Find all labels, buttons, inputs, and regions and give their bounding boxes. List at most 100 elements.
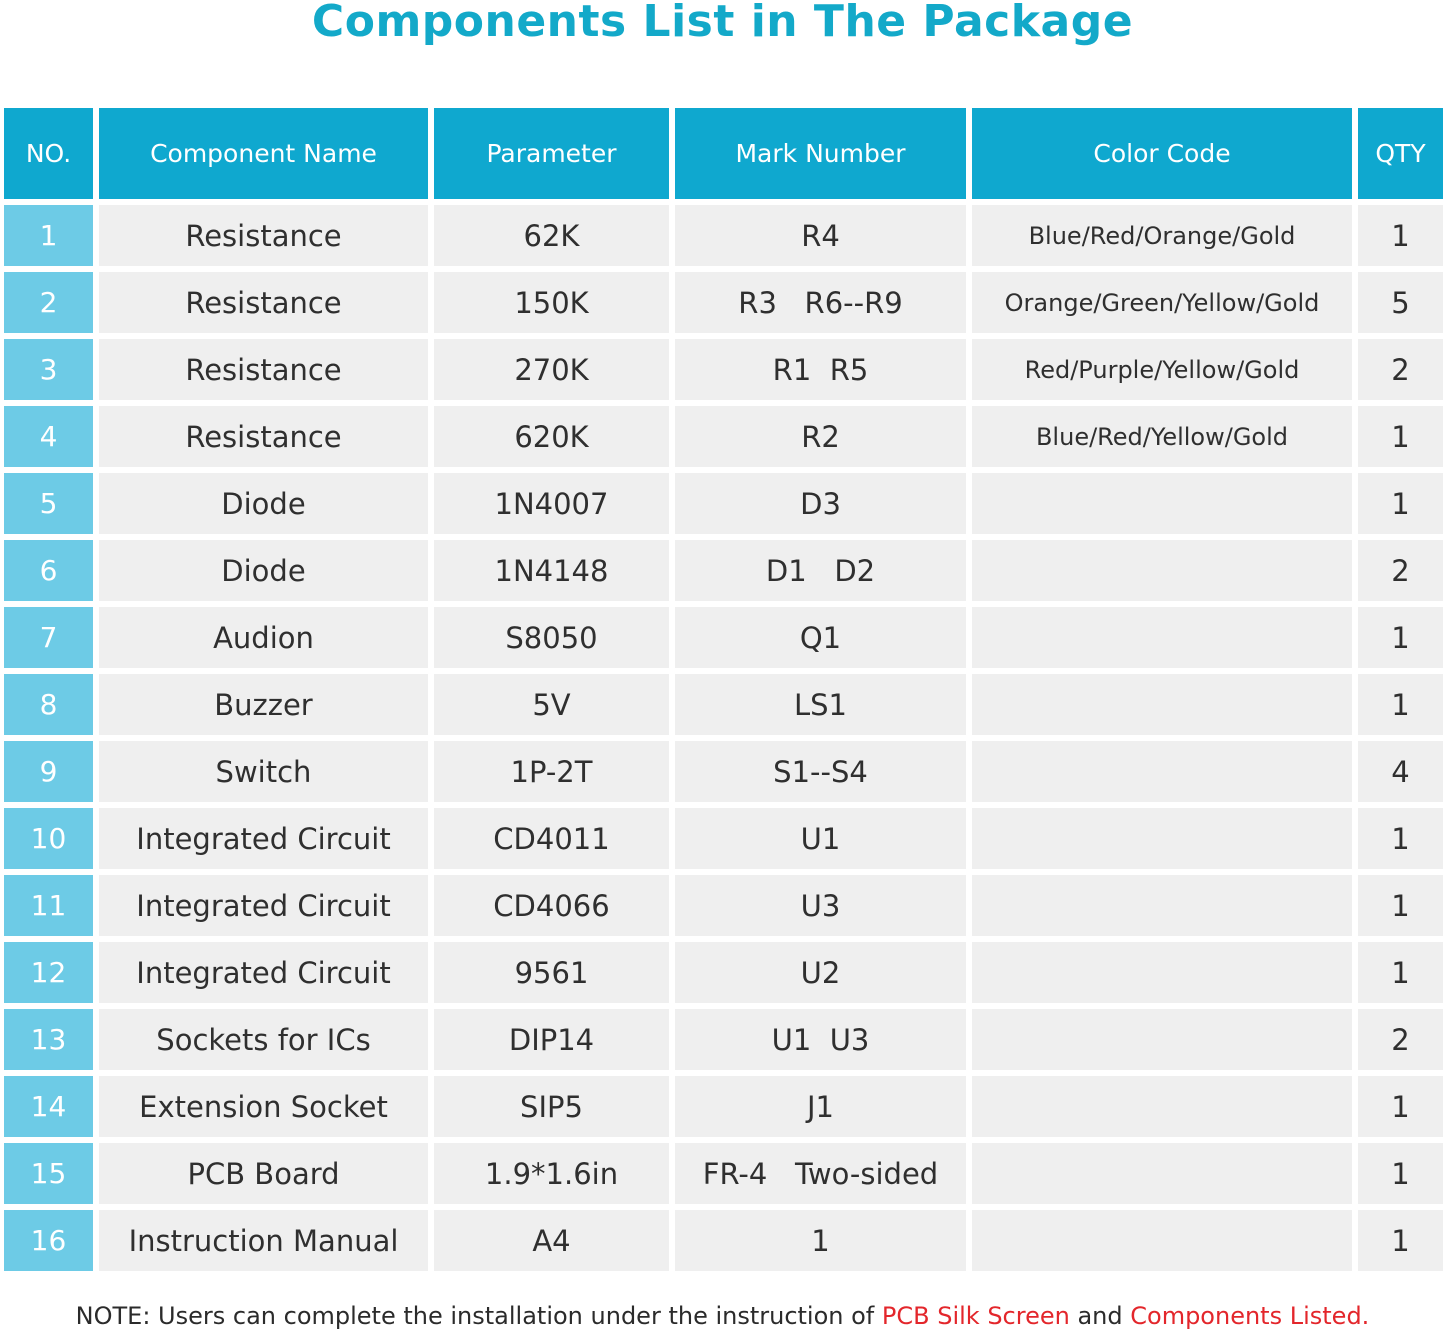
cell-color-code xyxy=(972,1210,1352,1271)
cell-qty: 1 xyxy=(1358,406,1443,467)
header-qty: QTY xyxy=(1358,108,1443,199)
cell-component-name: Integrated Circuit xyxy=(99,808,428,869)
cell-qty: 2 xyxy=(1358,540,1443,601)
cell-parameter: 150K xyxy=(434,272,669,333)
note-middle: and xyxy=(1069,1302,1131,1330)
cell-no: 6 xyxy=(4,540,93,601)
cell-mark-number: U3 xyxy=(675,875,966,936)
cell-color-code xyxy=(972,942,1352,1003)
cell-no: 3 xyxy=(4,339,93,400)
cell-no: 16 xyxy=(4,1210,93,1271)
note-highlight-components-listed: Components Listed. xyxy=(1130,1302,1370,1330)
cell-parameter: 1.9*1.6in xyxy=(434,1143,669,1204)
cell-no: 15 xyxy=(4,1143,93,1204)
cell-no: 11 xyxy=(4,875,93,936)
cell-color-code xyxy=(972,607,1352,668)
cell-component-name: Resistance xyxy=(99,406,428,467)
cell-qty: 1 xyxy=(1358,205,1443,266)
cell-no: 9 xyxy=(4,741,93,802)
cell-color-code xyxy=(972,1143,1352,1204)
cell-color-code xyxy=(972,540,1352,601)
cell-component-name: Diode xyxy=(99,473,428,534)
cell-qty: 1 xyxy=(1358,674,1443,735)
cell-component-name: Sockets for ICs xyxy=(99,1009,428,1070)
cell-no: 7 xyxy=(4,607,93,668)
cell-qty: 2 xyxy=(1358,339,1443,400)
cell-color-code: Blue/Red/Yellow/Gold xyxy=(972,406,1352,467)
cell-mark-number: U2 xyxy=(675,942,966,1003)
cell-color-code xyxy=(972,473,1352,534)
cell-no: 8 xyxy=(4,674,93,735)
components-table: NO. Component Name Parameter Mark Number Col… xyxy=(4,108,1443,1271)
cell-color-code xyxy=(972,674,1352,735)
cell-mark-number: J1 xyxy=(675,1076,966,1137)
cell-parameter: 1N4148 xyxy=(434,540,669,601)
cell-color-code: Orange/Green/Yellow/Gold xyxy=(972,272,1352,333)
cell-no: 12 xyxy=(4,942,93,1003)
note-highlight-silk-screen: PCB Silk Screen xyxy=(881,1302,1070,1330)
cell-parameter: A4 xyxy=(434,1210,669,1271)
cell-component-name: Resistance xyxy=(99,205,428,266)
cell-mark-number: R2 xyxy=(675,406,966,467)
cell-color-code xyxy=(972,1076,1352,1137)
footer-note: NOTE: Users can complete the installatio… xyxy=(0,1298,1445,1334)
cell-component-name: Switch xyxy=(99,741,428,802)
cell-qty: 4 xyxy=(1358,741,1443,802)
cell-qty: 1 xyxy=(1358,808,1443,869)
cell-mark-number: R3 R6--R9 xyxy=(675,272,966,333)
cell-component-name: Integrated Circuit xyxy=(99,942,428,1003)
cell-mark-number: LS1 xyxy=(675,674,966,735)
cell-color-code xyxy=(972,1009,1352,1070)
cell-mark-number: U1 U3 xyxy=(675,1009,966,1070)
cell-qty: 1 xyxy=(1358,1076,1443,1137)
cell-parameter: 1P-2T xyxy=(434,741,669,802)
cell-parameter: SIP5 xyxy=(434,1076,669,1137)
cell-no: 2 xyxy=(4,272,93,333)
cell-component-name: Extension Socket xyxy=(99,1076,428,1137)
cell-no: 13 xyxy=(4,1009,93,1070)
cell-component-name: PCB Board xyxy=(99,1143,428,1204)
cell-qty: 2 xyxy=(1358,1009,1443,1070)
cell-component-name: Resistance xyxy=(99,272,428,333)
cell-mark-number: R4 xyxy=(675,205,966,266)
cell-mark-number: U1 xyxy=(675,808,966,869)
cell-no: 5 xyxy=(4,473,93,534)
cell-mark-number: S1--S4 xyxy=(675,741,966,802)
cell-qty: 1 xyxy=(1358,1210,1443,1271)
cell-no: 4 xyxy=(4,406,93,467)
header-no: NO. xyxy=(4,108,93,199)
cell-qty: 1 xyxy=(1358,607,1443,668)
header-mark-number: Mark Number xyxy=(675,108,966,199)
cell-mark-number: R1 R5 xyxy=(675,339,966,400)
cell-color-code xyxy=(972,808,1352,869)
cell-qty: 1 xyxy=(1358,1143,1443,1204)
page-title: Components List in The Package xyxy=(311,0,1134,47)
cell-component-name: Instruction Manual xyxy=(99,1210,428,1271)
cell-qty: 1 xyxy=(1358,942,1443,1003)
header-component-name: Component Name xyxy=(99,108,428,199)
cell-parameter: 1N4007 xyxy=(434,473,669,534)
cell-parameter: DIP14 xyxy=(434,1009,669,1070)
cell-qty: 5 xyxy=(1358,272,1443,333)
cell-no: 10 xyxy=(4,808,93,869)
note-prefix: NOTE: Users can complete the installatio… xyxy=(75,1302,882,1330)
cell-no: 1 xyxy=(4,205,93,266)
cell-component-name: Integrated Circuit xyxy=(99,875,428,936)
cell-component-name: Buzzer xyxy=(99,674,428,735)
cell-component-name: Audion xyxy=(99,607,428,668)
header-color-code: Color Code xyxy=(972,108,1352,199)
cell-mark-number: 1 xyxy=(675,1210,966,1271)
cell-mark-number: Q1 xyxy=(675,607,966,668)
header-parameter: Parameter xyxy=(434,108,669,199)
cell-parameter: 9561 xyxy=(434,942,669,1003)
cell-parameter: S8050 xyxy=(434,607,669,668)
cell-mark-number: D1 D2 xyxy=(675,540,966,601)
cell-color-code xyxy=(972,875,1352,936)
cell-parameter: CD4066 xyxy=(434,875,669,936)
cell-mark-number: FR-4 Two-sided xyxy=(675,1143,966,1204)
cell-component-name: Resistance xyxy=(99,339,428,400)
cell-component-name: Diode xyxy=(99,540,428,601)
cell-color-code: Blue/Red/Orange/Gold xyxy=(972,205,1352,266)
cell-parameter: 5V xyxy=(434,674,669,735)
cell-parameter: 62K xyxy=(434,205,669,266)
